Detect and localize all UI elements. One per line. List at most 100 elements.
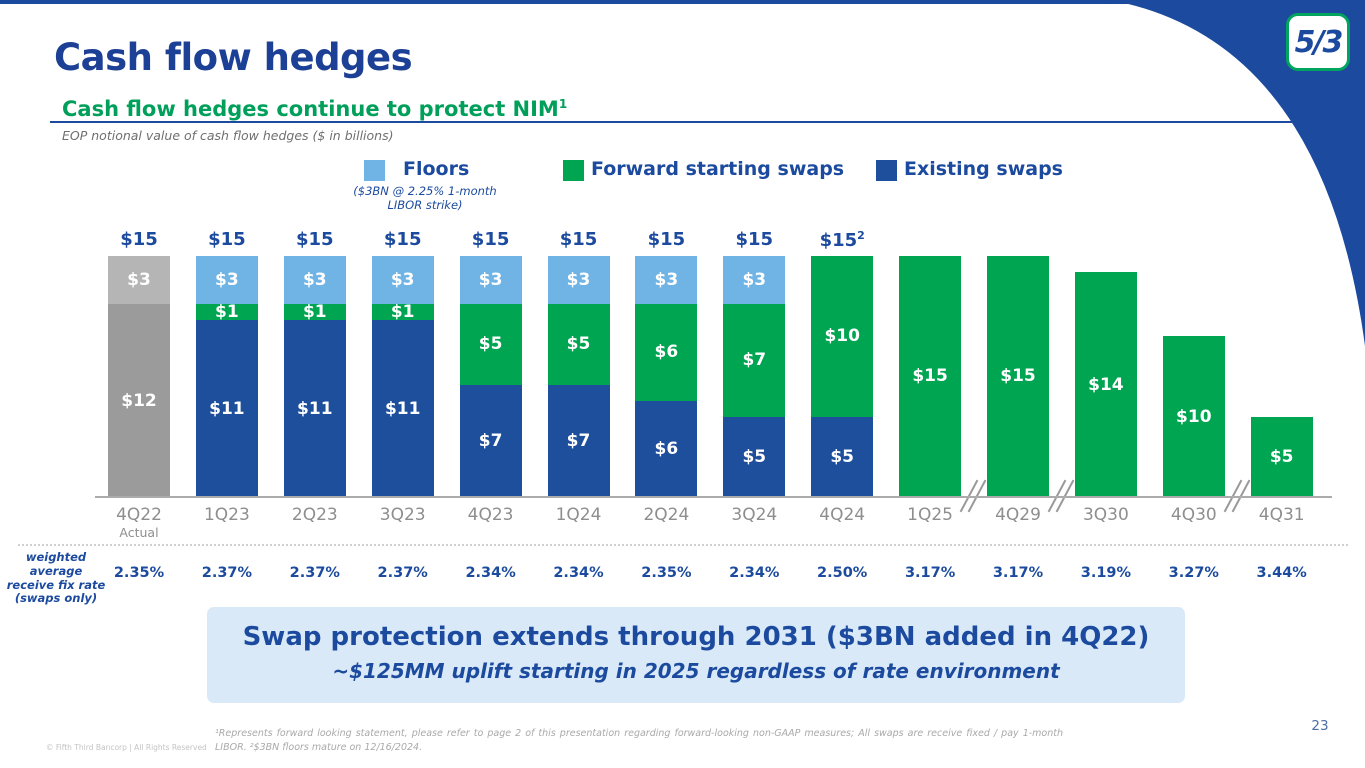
rate-value: 2.37% bbox=[377, 565, 428, 581]
rate-value: 3.19% bbox=[1080, 565, 1132, 581]
x-axis-label: 4Q24 bbox=[819, 505, 866, 525]
bar-segment: $6 bbox=[635, 304, 698, 401]
bar-value-label: $1 bbox=[390, 302, 415, 323]
rate-row-caption: weighted average receive fix rate (swaps… bbox=[6, 550, 106, 606]
rate-value: 2.37% bbox=[201, 565, 253, 581]
bar-total-label: $15 bbox=[735, 228, 774, 250]
bar-segment: $3 bbox=[195, 255, 258, 305]
slide-subtitle: Cash flow hedges continue to protect NIM… bbox=[62, 97, 567, 121]
x-axis-label: 4Q29 bbox=[995, 505, 1041, 525]
legend-label-forward-starting-swaps: Forward starting swaps bbox=[591, 158, 845, 180]
bar-value-label: $12 bbox=[121, 390, 157, 411]
bar-value-label: $10 bbox=[824, 326, 860, 347]
page-title: Cash flow hedges bbox=[54, 36, 413, 79]
bar-value-label: $15 bbox=[1000, 366, 1036, 387]
rate-value: 2.37% bbox=[289, 565, 340, 581]
bar-segment: $3 bbox=[283, 255, 346, 305]
rate-value: 3.27% bbox=[1168, 565, 1219, 581]
bar-segment: $7 bbox=[547, 384, 610, 497]
bar-value-label: $7 bbox=[478, 430, 503, 451]
rate-value: 2.35% bbox=[641, 565, 692, 581]
x-axis-label: 3Q24 bbox=[731, 505, 778, 525]
bar-value-label: $3 bbox=[742, 270, 767, 291]
bar-segment: $12 bbox=[108, 304, 170, 497]
x-axis-line bbox=[95, 496, 1332, 498]
bar-value-label: $3 bbox=[215, 270, 239, 291]
bar-total-label: $15 bbox=[471, 228, 510, 250]
rate-value: 3.17% bbox=[992, 565, 1044, 581]
bar-segment: $14 bbox=[1074, 272, 1137, 497]
fifth-third-logo: 5/3 bbox=[1286, 13, 1350, 71]
callout-heading: Swap protection extends through 2031 ($3… bbox=[242, 622, 1150, 652]
bar-segment: $5 bbox=[811, 416, 874, 497]
x-axis-label: 2Q23 bbox=[291, 505, 338, 525]
key-message-callout: Swap protection extends through 2031 ($3… bbox=[207, 607, 1185, 703]
rate-value: 2.34% bbox=[465, 565, 516, 581]
dotted-divider bbox=[18, 544, 1348, 546]
x-axis-label: 4Q23 bbox=[467, 505, 514, 525]
bar-value-label: $7 bbox=[566, 430, 591, 451]
bar-segment: $11 bbox=[283, 320, 346, 497]
x-axis-label: 3Q30 bbox=[1082, 505, 1129, 525]
rate-value: 2.34% bbox=[553, 565, 604, 581]
bar-value-label: $5 bbox=[742, 446, 767, 467]
bar-segment: $5 bbox=[1250, 416, 1313, 497]
legend-swatch-floors bbox=[364, 160, 385, 181]
bar-value-label: $5 bbox=[830, 446, 855, 467]
bar-value-label: $14 bbox=[1088, 374, 1124, 395]
legend-label-floors: Floors bbox=[403, 158, 470, 180]
bar-segment: $3 bbox=[371, 255, 434, 305]
bar-value-label: $3 bbox=[478, 270, 503, 291]
corner-decoration bbox=[1110, 0, 1365, 346]
x-axis-label: 3Q23 bbox=[379, 505, 426, 525]
bar-value-label: $6 bbox=[654, 438, 679, 459]
rate-value: 2.50% bbox=[817, 565, 868, 581]
bar-segment: $6 bbox=[635, 400, 698, 497]
bar-value-label: $3 bbox=[654, 270, 679, 291]
bar-value-label: $3 bbox=[566, 270, 591, 291]
bar-value-label: $3 bbox=[127, 270, 151, 291]
bar-total-label: $15 bbox=[647, 228, 686, 250]
bar-segment: $7 bbox=[459, 384, 522, 497]
slide-subtitle-text: Cash flow hedges continue to protect NIM bbox=[62, 97, 559, 121]
bar-total-label: $15 bbox=[559, 228, 598, 250]
rate-value: 3.44% bbox=[1256, 565, 1307, 581]
x-axis-label: 2Q24 bbox=[643, 505, 690, 525]
rate-value: 2.35% bbox=[113, 565, 165, 581]
bar-segment: $11 bbox=[195, 320, 258, 497]
bar-segment: $10 bbox=[811, 255, 874, 417]
bar-segment: $1 bbox=[195, 302, 258, 323]
bar-segment: $11 bbox=[371, 320, 434, 497]
x-axis-label: 1Q23 bbox=[203, 505, 250, 525]
bar-value-label: $3 bbox=[390, 270, 415, 291]
legend-swatch-existing-swaps bbox=[876, 160, 897, 181]
x-axis-label: 4Q22 Actual bbox=[95, 505, 183, 540]
fifth-third-logo-text: 5/3 bbox=[1294, 24, 1344, 60]
bar-value-label: $1 bbox=[215, 302, 239, 323]
bar-total-label: $15 bbox=[383, 228, 422, 250]
bar-segment: $3 bbox=[547, 255, 610, 305]
bar-value-label: $5 bbox=[566, 334, 591, 355]
bar-segment: $7 bbox=[723, 304, 786, 417]
bar-segment: $3 bbox=[635, 255, 698, 305]
bar-value-label: $1 bbox=[302, 302, 327, 323]
callout-subtext: ~$125MM uplift starting in 2025 regardle… bbox=[332, 659, 1060, 683]
bar-segment: $15 bbox=[987, 255, 1049, 497]
bar-segment: $10 bbox=[1162, 336, 1225, 497]
legend-label-existing-swaps: Existing swaps bbox=[904, 158, 1063, 180]
bar-segment: $5 bbox=[723, 416, 786, 497]
slide-subtitle-footnote-marker: 1 bbox=[558, 97, 568, 111]
rate-value: 2.34% bbox=[729, 565, 780, 581]
bar-segment: $1 bbox=[371, 302, 434, 323]
bar-segment: $5 bbox=[459, 304, 522, 385]
bar-segment: $3 bbox=[723, 255, 786, 305]
subtitle-rule bbox=[50, 121, 1303, 123]
bar-value-label: $5 bbox=[1269, 446, 1294, 467]
top-accent-line bbox=[0, 0, 1365, 4]
bar-value-label: $3 bbox=[302, 270, 327, 291]
page-number: 23 bbox=[1311, 718, 1329, 734]
bar-value-label: $10 bbox=[1176, 406, 1212, 427]
x-axis-label: 4Q30 bbox=[1170, 505, 1217, 525]
bar-value-label: $6 bbox=[654, 342, 679, 363]
